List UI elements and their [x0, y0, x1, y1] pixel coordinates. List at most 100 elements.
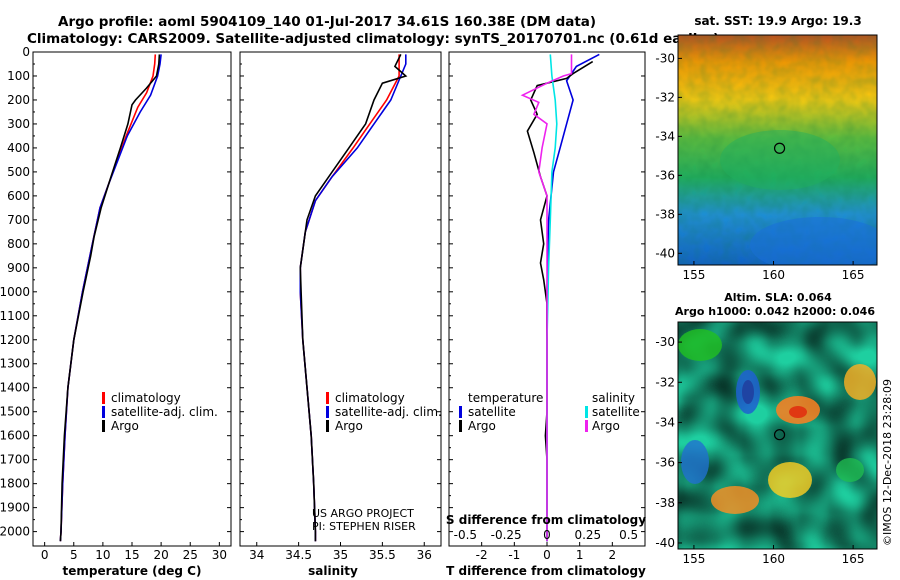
series-salinity-argo: [520, 54, 573, 542]
x-tick-label: 15: [124, 548, 139, 562]
map-y-tick-label: -38: [655, 207, 675, 221]
x2-tick-label: 0.25: [574, 528, 601, 542]
legend-label-temp-satellite: satellite: [468, 405, 516, 419]
map-y-tick-label: -32: [655, 375, 675, 389]
legend-swatch-satellite: [326, 406, 329, 418]
series-temperature-argo: [526, 60, 594, 542]
legend-label-sal-argo: Argo: [592, 419, 620, 433]
depth-tick-label: 1100: [0, 309, 30, 323]
map-x-tick-label: 160: [762, 552, 785, 566]
legend-label-climatology: climatology: [111, 391, 181, 405]
depth-tick-label: 1800: [0, 477, 30, 491]
x-tick-label: 34: [249, 548, 264, 562]
legend-swatch-temp-argo: [459, 420, 462, 432]
depth-tick-label: 500: [7, 165, 30, 179]
depth-tick-label: 1000: [0, 285, 30, 299]
sst-warm-tongue: [720, 130, 840, 190]
x-tick-label: 10: [95, 548, 110, 562]
x-tick-label: 5: [70, 548, 78, 562]
legend-swatch-temp-satellite: [459, 406, 462, 418]
x-tick-label: 35.5: [369, 548, 396, 562]
salinity-xlabel: salinity: [308, 564, 358, 578]
salinity-panel-frame: [239, 51, 442, 547]
sla-map-axes: 155 160 165 -30 -32 -34 -36 -38 -40: [655, 335, 864, 566]
legend-heading-temperature: temperature: [468, 391, 543, 405]
legend-label-climatology: climatology: [335, 391, 405, 405]
credit-pi: PI: STEPHEN RISER: [312, 520, 416, 533]
title-line-2: Climatology: CARS2009. Satellite-adjuste…: [27, 31, 719, 47]
x-tick-label: 0: [543, 548, 551, 562]
sla-low-west: [681, 440, 709, 484]
difference-xlabel-salinity: S difference from climatology: [446, 513, 646, 527]
sst-map-title: sat. SST: 19.9 Argo: 19.3: [694, 14, 861, 28]
series-climatology: [59, 54, 157, 542]
sst-profile-marker: [773, 142, 786, 154]
map-x-tick-label: 155: [682, 268, 705, 282]
legend-swatch-argo: [102, 420, 105, 432]
map-y-tick-label: -34: [655, 129, 675, 143]
map-x-tick-label: 165: [842, 552, 865, 566]
temperature-chart: 0 5 10 15 20 25 30: [41, 54, 227, 562]
depth-tick-label: 1600: [0, 429, 30, 443]
map-y-tick-label: -36: [655, 456, 675, 470]
depth-axis-labels: 0 100 200 300 400 500 600 700 800 900 1000 1100 1200…: [0, 45, 30, 539]
x-tick-label: 35: [333, 548, 348, 562]
sst-map-frame: [677, 34, 878, 266]
depth-axis-ticks: [33, 51, 645, 533]
map-y-tick-label: -32: [655, 90, 675, 104]
credit-project: US ARGO PROJECT: [312, 507, 414, 520]
x-tick-label: 25: [183, 548, 198, 562]
difference-chart: -2 -1 0 1 2 -0.5 -0.25 0 0.25 0.5: [454, 53, 638, 562]
depth-tick-label: 2000: [0, 525, 30, 539]
x-tick-label: -2: [476, 548, 488, 562]
depth-tick-label: 1700: [0, 453, 30, 467]
legend-swatch-argo: [326, 420, 329, 432]
temperature-legend: climatology satellite-adj. clim. Argo: [102, 391, 218, 433]
depth-tick-label: 900: [7, 261, 30, 275]
depth-tick-label: 800: [7, 237, 30, 251]
x-tick-label: 34.5: [285, 548, 312, 562]
difference-legend: temperature satellite Argo salinity sate…: [459, 391, 640, 433]
watermark: ©IMOS 12-Dec-2018 23:28:09: [881, 379, 894, 546]
depth-tick-label: 400: [7, 141, 30, 155]
legend-label-satellite: satellite-adj. clim.: [335, 405, 442, 419]
map-x-tick-label: 160: [762, 268, 785, 282]
series-temperature-satellite: [546, 53, 600, 542]
legend-label-temp-argo: Argo: [468, 419, 496, 433]
sla-map-title-2: Argo h1000: 0.042 h2000: 0.046: [675, 305, 875, 318]
depth-tick-label: 1900: [0, 501, 30, 515]
sla-blob: [678, 329, 722, 361]
map-y-tick-label: -40: [655, 246, 675, 260]
salinity-chart: 34 34.5 35 35.5 36: [249, 54, 432, 562]
depth-tick-label: 1300: [0, 357, 30, 371]
title-line-1: Argo profile: aoml 5904109_140 01-Jul-20…: [58, 14, 596, 30]
x2-tick-label: -0.5: [454, 528, 477, 542]
map-x-tick-label: 165: [842, 268, 865, 282]
sla-texture: [678, 322, 877, 549]
sla-profile-marker: [773, 429, 786, 441]
depth-tick-label: 700: [7, 213, 30, 227]
x-tick-label: 20: [153, 548, 168, 562]
sla-high-east: [844, 364, 876, 400]
series-argo: [299, 54, 408, 542]
sst-cold-pool: [750, 217, 877, 265]
sla-map: [678, 322, 877, 549]
depth-tick-label: 1400: [0, 381, 30, 395]
map-y-tick-label: -40: [655, 536, 675, 550]
sla-high-south: [711, 486, 759, 514]
legend-label-sal-satellite: satellite: [592, 405, 640, 419]
map-x-tick-label: 155: [682, 552, 705, 566]
sla-low-core: [742, 380, 754, 404]
sla-warm-band: [768, 462, 812, 498]
map-y-tick-label: -34: [655, 415, 675, 429]
series-argo: [59, 54, 161, 542]
x-tick-label: 0: [41, 548, 49, 562]
legend-heading-salinity: salinity: [592, 391, 635, 405]
legend-label-argo: Argo: [335, 419, 363, 433]
sst-map: [678, 35, 877, 265]
temperature-xlabel: temperature (deg C): [63, 564, 202, 578]
depth-tick-label: 600: [7, 189, 30, 203]
sla-neutral: [836, 458, 864, 482]
x-tick-label: 30: [212, 548, 227, 562]
